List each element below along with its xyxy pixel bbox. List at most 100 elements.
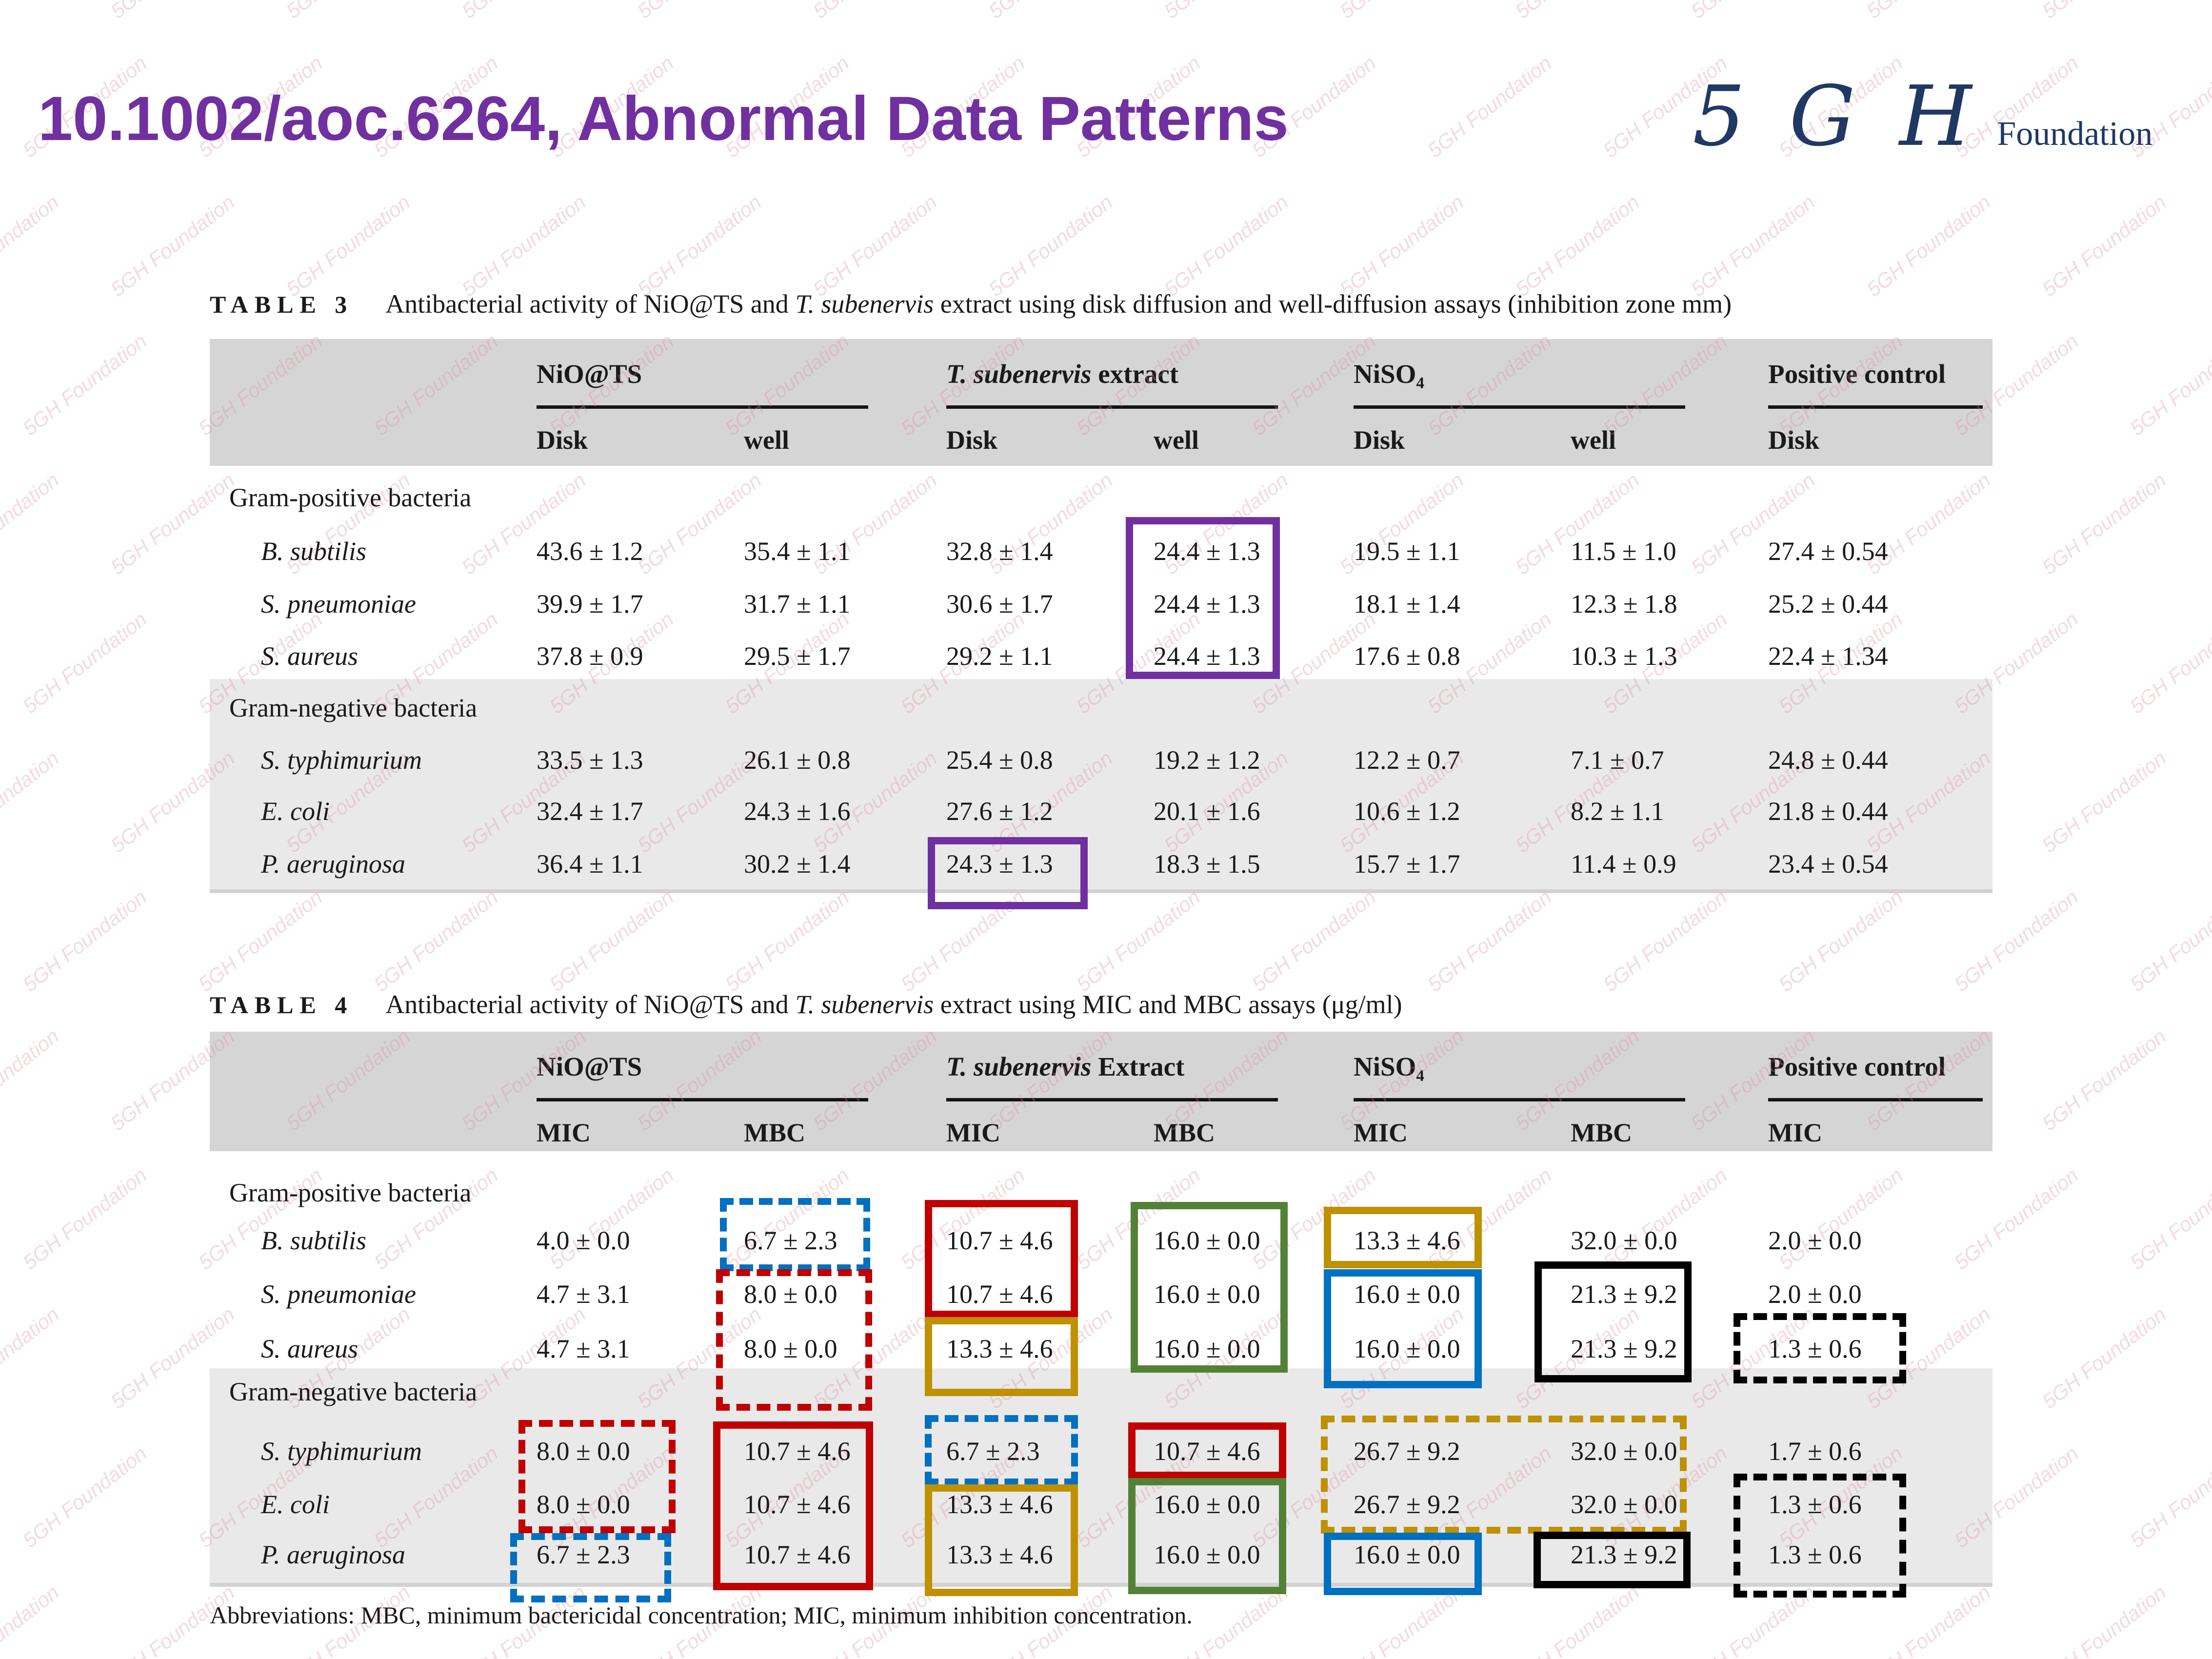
value-cell: 39.9 ± 1.7 [537,589,643,619]
table3-header-band: NiO@TS T. subenervis extract NiSO₄ Posit… [210,339,1993,466]
value-cell: 10.7 ± 4.6 [744,1490,851,1519]
value-cell: 2.0 ± 0.0 [1768,1279,1862,1309]
value-cell: 16.0 ± 0.0 [1154,1334,1260,1363]
value-cell: 18.3 ± 1.5 [1154,849,1260,879]
value-cell: 8.0 ± 0.0 [744,1279,837,1309]
species-label: S. aureus [261,1334,358,1363]
col-header: Disk [1768,425,1820,455]
watermark-text: 5GH Foundation [808,190,941,301]
group-header-t-subenervis: T. subenervis Extract [946,1052,1185,1081]
value-cell: 23.4 ± 0.54 [1768,849,1888,879]
watermark-text: 5GH Foundation [106,190,239,301]
value-cell: 29.2 ± 1.1 [946,641,1053,671]
value-cell: 21.3 ± 9.2 [1571,1279,1677,1309]
value-cell: 6.7 ± 2.3 [946,1437,1040,1466]
group-header-positive-control: Positive control [1768,359,1946,389]
table-row: S. aureus 4.7 ± 3.1 8.0 ± 0.0 13.3 ± 4.6 16.… [210,1329,1993,1368]
col-header: well [1154,425,1199,455]
col-header: MIC [946,1118,1000,1147]
value-cell: 1.3 ± 0.6 [1768,1540,1862,1569]
value-cell: 11.4 ± 0.9 [1571,849,1676,879]
col-header: well [744,425,789,455]
value-cell: 32.0 ± 0.0 [1571,1226,1677,1255]
value-cell: 22.4 ± 1.34 [1768,641,1888,671]
section-header: Gram-negative bacteria [229,693,478,722]
table-row: E. coli 32.4 ± 1.7 24.3 ± 1.6 27.6 ± 1.2 20.… [210,792,1993,831]
table3-label: TABLE 3 [210,291,354,318]
group-header-t-subenervis: T. subenervis extract [946,359,1179,389]
species-label: S. typhimurium [261,745,422,775]
value-cell: 24.4 ± 1.3 [1154,641,1260,671]
watermark-text: 5GH Foundation [1423,885,1556,996]
group-rule [537,405,868,409]
table4-caption: TABLE 4 Antibacterial activity of NiO@TS … [210,990,1402,1019]
species-label: B. subtilis [261,537,367,566]
group-rule [537,1098,868,1101]
table3-caption: TABLE 3 Antibacterial activity of NiO@TS … [210,289,1732,319]
value-cell: 8.2 ± 1.1 [1571,797,1664,826]
value-cell: 10.7 ± 4.6 [1154,1437,1260,1466]
watermark-text: 5GH Foundation [194,885,327,996]
table-row: S. typhimurium 8.0 ± 0.0 10.7 ± 4.6 6.7 ± 2… [210,1432,1993,1471]
value-cell: 25.4 ± 0.8 [946,745,1053,775]
col-header: MIC [537,1118,591,1147]
col-header: Disk [537,425,588,455]
watermark-text: 5GH Foundation [2037,1024,2171,1135]
watermark-text: 5GH Foundation [2038,0,2171,23]
watermark-text: 5GH Foundation [2037,746,2171,857]
value-cell: 8.0 ± 0.0 [537,1437,630,1466]
value-cell: 18.1 ± 1.4 [1354,589,1460,619]
value-cell: 2.0 ± 0.0 [1768,1226,1862,1255]
value-cell: 26.7 ± 9.2 [1354,1490,1460,1519]
value-cell: 10.7 ± 4.6 [744,1540,851,1569]
watermark-text: 5GH Foundation [1247,885,1380,996]
col-header: Disk [946,425,998,455]
value-cell: 26.7 ± 9.2 [1354,1437,1460,1466]
value-cell: 12.2 ± 0.7 [1354,745,1460,775]
value-cell: 16.0 ± 0.0 [1154,1490,1260,1519]
page-title: 10.1002/aoc.6264, Abnormal Data Patterns [38,84,1289,154]
watermark-text: 5GH Foundation [2125,1163,2212,1274]
value-cell: 37.8 ± 0.9 [537,641,643,671]
group-rule [1768,1098,1983,1101]
value-cell: 19.2 ± 1.2 [1154,745,1260,775]
watermark-text: 5GH Foundation [282,0,415,23]
value-cell: 16.0 ± 0.0 [1154,1279,1260,1309]
watermark-text: 5GH Foundation [1774,885,1907,996]
watermark-text: 5GH Foundation [18,885,151,996]
watermark-text: 5GH Foundation [1687,0,1819,23]
value-cell: 32.0 ± 0.0 [1571,1437,1677,1466]
group-header-niso4: NiSO₄ [1354,1052,1424,1081]
watermark-text: 5GH Foundation [18,1441,151,1552]
watermark-text: 5GH Foundation [0,746,63,857]
watermark-text: 5GH Foundation [984,0,1117,23]
value-cell: 21.3 ± 9.2 [1571,1334,1677,1363]
watermark-text: 5GH Foundation [2037,190,2171,301]
group-header-positive-control: Positive control [1768,1052,1946,1081]
watermark-text: 5GH Foundation [369,885,502,996]
watermark-text: 5GH Foundation [1950,885,2083,996]
watermark-text: 5GH Foundation [633,190,766,301]
species-label: E. coli [261,1490,330,1519]
value-cell: 13.3 ± 4.6 [1354,1226,1460,1255]
group-rule [1354,405,1685,409]
species-label: S. aureus [261,641,358,671]
table-row: S. pneumoniae 39.9 ± 1.7 31.7 ± 1.1 30.6 ± … [210,584,1993,623]
watermark-text: 5GH Foundation [2125,1441,2212,1552]
value-cell: 26.1 ± 0.8 [744,745,851,775]
watermark-text: 5GH Foundation [1862,0,1995,23]
group-rule [1768,405,1983,409]
table-row: S. aureus 37.8 ± 0.9 29.5 ± 1.7 29.2 ± 1.1 2… [210,637,1993,676]
value-cell: 24.3 ± 1.3 [946,849,1053,879]
col-header: Disk [1354,425,1405,455]
value-cell: 32.8 ± 1.4 [946,537,1053,566]
foundation-logo: 5 G H Foundation [1693,68,2190,165]
value-cell: 24.3 ± 1.6 [744,797,851,826]
table4-gram-negative-band [210,1368,1993,1587]
group-header-niso4: NiSO₄ [1354,359,1424,389]
group-header-niots: NiO@TS [537,1052,642,1081]
species-label: S. pneumoniae [261,1279,416,1309]
value-cell: 7.1 ± 0.7 [1571,745,1664,775]
watermark-text: 5GH Foundation [18,1163,151,1274]
